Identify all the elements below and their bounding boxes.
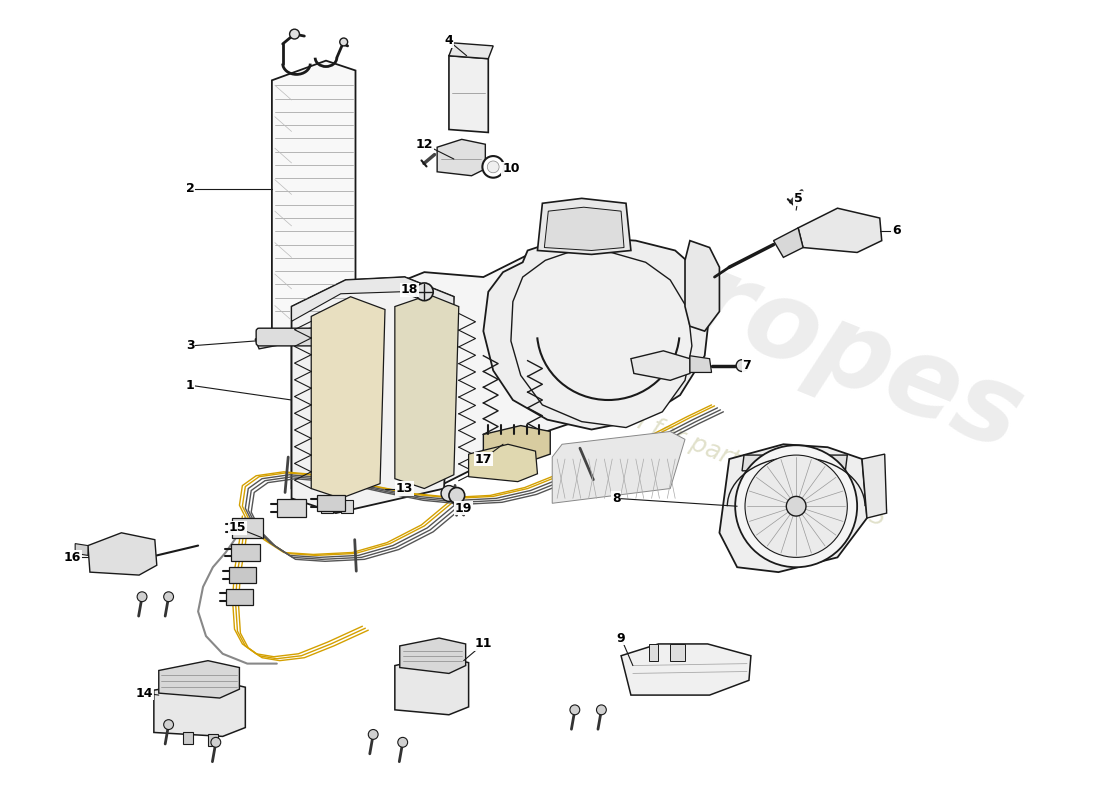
Text: 13: 13 [396, 482, 414, 495]
Polygon shape [229, 567, 256, 583]
Circle shape [449, 487, 464, 503]
Text: 15: 15 [229, 522, 246, 534]
FancyBboxPatch shape [256, 328, 349, 346]
Circle shape [138, 592, 147, 602]
Polygon shape [544, 207, 624, 250]
Text: europes: europes [539, 190, 1037, 473]
Polygon shape [226, 589, 253, 605]
Text: 3: 3 [186, 339, 195, 353]
Circle shape [735, 446, 857, 567]
Text: 19: 19 [455, 502, 472, 514]
Polygon shape [773, 228, 803, 258]
Polygon shape [311, 297, 385, 498]
Text: a passion for parts since 1985: a passion for parts since 1985 [530, 367, 889, 531]
Text: 9: 9 [617, 631, 626, 645]
Text: 10: 10 [503, 162, 519, 175]
Polygon shape [272, 61, 355, 341]
Polygon shape [292, 253, 700, 508]
Polygon shape [395, 294, 459, 489]
Polygon shape [483, 426, 550, 462]
Text: 18: 18 [400, 283, 418, 296]
Circle shape [596, 705, 606, 714]
Text: 12: 12 [416, 138, 433, 150]
Text: 5: 5 [794, 192, 803, 205]
Polygon shape [649, 644, 659, 661]
Polygon shape [799, 208, 882, 253]
Polygon shape [158, 661, 240, 698]
Polygon shape [719, 444, 867, 572]
Circle shape [441, 486, 456, 502]
Polygon shape [552, 431, 685, 503]
Circle shape [289, 29, 299, 39]
Circle shape [416, 283, 433, 301]
Polygon shape [232, 518, 263, 538]
Circle shape [164, 592, 174, 602]
Polygon shape [621, 644, 751, 695]
Polygon shape [510, 250, 692, 427]
Polygon shape [231, 544, 260, 562]
Text: 11: 11 [474, 638, 492, 650]
Circle shape [487, 161, 499, 173]
Polygon shape [395, 656, 469, 714]
Polygon shape [690, 356, 712, 373]
Circle shape [736, 360, 748, 371]
Polygon shape [483, 238, 710, 430]
Circle shape [483, 156, 504, 178]
Polygon shape [862, 454, 887, 518]
Text: 6: 6 [892, 224, 901, 238]
Text: 14: 14 [135, 686, 153, 700]
Polygon shape [437, 139, 485, 176]
Text: 1: 1 [186, 378, 195, 392]
Circle shape [786, 496, 806, 516]
Polygon shape [88, 533, 157, 575]
Circle shape [745, 455, 847, 558]
Polygon shape [317, 495, 344, 511]
Polygon shape [75, 544, 88, 555]
Text: 17: 17 [474, 453, 492, 466]
Text: 8: 8 [612, 492, 620, 505]
Polygon shape [292, 277, 454, 322]
Polygon shape [449, 43, 493, 58]
Polygon shape [449, 56, 488, 133]
Circle shape [398, 738, 408, 747]
Polygon shape [399, 638, 465, 674]
Polygon shape [154, 680, 245, 736]
Polygon shape [321, 500, 333, 513]
Text: 7: 7 [742, 359, 751, 372]
Circle shape [570, 705, 580, 714]
Circle shape [211, 738, 221, 747]
Polygon shape [538, 198, 631, 254]
Circle shape [340, 38, 348, 46]
Text: 2: 2 [186, 182, 195, 195]
Polygon shape [685, 241, 719, 331]
Text: 16: 16 [64, 551, 81, 564]
Circle shape [164, 720, 174, 730]
Polygon shape [341, 500, 352, 513]
Polygon shape [208, 734, 218, 746]
Polygon shape [742, 455, 847, 471]
Polygon shape [292, 277, 454, 513]
Polygon shape [631, 351, 690, 380]
Polygon shape [255, 319, 361, 349]
Polygon shape [277, 499, 306, 517]
Text: 4: 4 [444, 34, 453, 47]
Polygon shape [670, 644, 685, 661]
Polygon shape [184, 733, 194, 744]
Polygon shape [469, 444, 538, 482]
Circle shape [368, 730, 378, 739]
